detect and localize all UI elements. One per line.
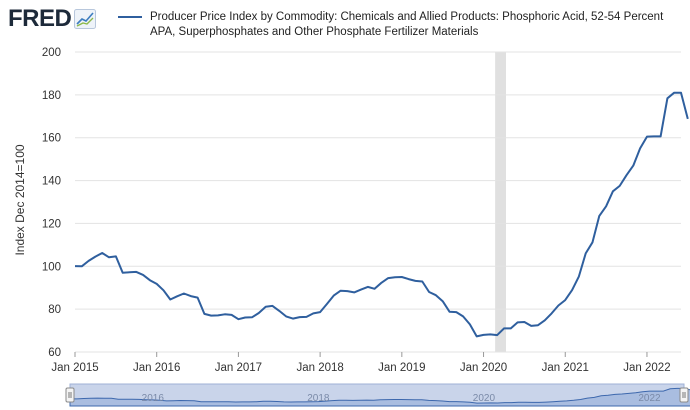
x-tick-label: Jan 2019 bbox=[378, 362, 425, 374]
x-tick-label: Jan 2021 bbox=[542, 362, 589, 374]
x-tick-label: Jan 2018 bbox=[296, 362, 343, 374]
fred-logo-text: FRED bbox=[8, 5, 72, 32]
navigator-year-label: 2020 bbox=[473, 393, 496, 404]
y-tick-label: 120 bbox=[42, 218, 61, 230]
navigator-year-label: 2022 bbox=[638, 393, 661, 404]
legend-label: Producer Price Index by Commodity: Chemi… bbox=[150, 11, 664, 38]
range-navigator[interactable]: 2016 2018 2020 2022 bbox=[65, 383, 690, 407]
y-tick-label: 160 bbox=[42, 133, 61, 145]
navigator-year-label: 2018 bbox=[307, 393, 330, 404]
navigator-year-label: 2016 bbox=[142, 393, 165, 404]
series-line[interactable] bbox=[74, 91, 689, 338]
x-tick-label: Jan 2017 bbox=[215, 362, 262, 374]
x-tick-label: Jan 2020 bbox=[460, 362, 507, 374]
navigator-left-handle[interactable] bbox=[65, 387, 75, 403]
legend-swatch bbox=[118, 16, 142, 18]
x-tick-label: Jan 2016 bbox=[133, 362, 180, 374]
x-tick-label: Jan 2015 bbox=[51, 362, 98, 374]
fred-logo[interactable]: FRED bbox=[8, 5, 97, 32]
y-tick-label: 140 bbox=[42, 176, 61, 188]
y-axis-title: Index Dec 2014=100 bbox=[13, 144, 27, 255]
trend-line-icon bbox=[74, 9, 97, 29]
chart-header: FRED Producer Price Index by Commodity: … bbox=[0, 0, 690, 44]
navigator-right-handle[interactable] bbox=[679, 387, 689, 403]
recession-band bbox=[495, 52, 507, 352]
x-tick-label: Jan 2022 bbox=[623, 362, 670, 374]
y-tick-label: 80 bbox=[48, 304, 61, 316]
chart-legend: Producer Price Index by Commodity: Chemi… bbox=[118, 10, 678, 40]
navigator-series-area bbox=[69, 387, 690, 407]
y-tick-label: 200 bbox=[42, 47, 61, 59]
y-tick-label: 180 bbox=[42, 90, 61, 102]
y-tick-label: 100 bbox=[42, 261, 61, 273]
y-tick-label: 60 bbox=[48, 347, 61, 359]
